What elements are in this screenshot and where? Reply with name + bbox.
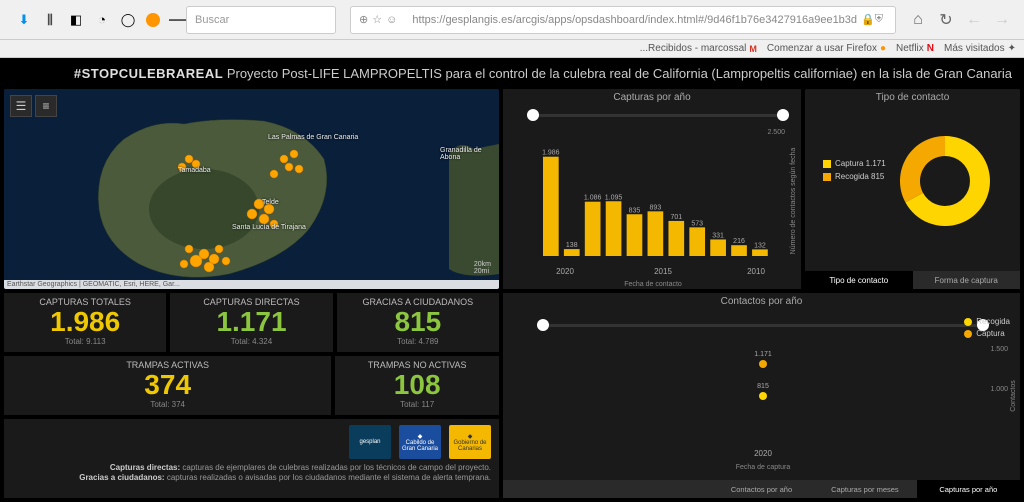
toolbar-extensions: ⬇ ⫼ ◧ ◔ ◯ —	[16, 12, 186, 28]
map-scale: 20km20mi	[474, 261, 491, 275]
donut-chart[interactable]	[805, 106, 1020, 256]
svg-text:2.500: 2.500	[767, 129, 785, 136]
map-attribution: Earthstar Geographics | GEOMATIC, Esri, …	[4, 280, 499, 289]
map-panel[interactable]: Las Palmas de Gran Canaria Tamadaba Teld…	[4, 89, 499, 289]
indicator-trampas-no-activas: TRAMPAS NO ACTIVAS 108 Total: 117	[335, 356, 499, 415]
extension-icon[interactable]	[146, 13, 160, 27]
menu-icon[interactable]: —	[170, 12, 186, 28]
svg-text:132: 132	[754, 242, 766, 249]
tab-forma-captura[interactable]: Forma de captura	[913, 271, 1021, 289]
logo-cabildo: ◆Cabildo de Gran Canaria	[399, 425, 441, 459]
svg-text:1.986: 1.986	[542, 150, 560, 157]
svg-text:Contactos: Contactos	[1010, 380, 1017, 412]
svg-text:2015: 2015	[654, 267, 672, 276]
lock-icon[interactable]: 🔒	[861, 13, 875, 26]
bookmark-firefox[interactable]: ● Comenzar a usar Firefox	[767, 43, 886, 54]
indicator-grid: CAPTURAS TOTALES 1.986 Total: 9.113 CAPT…	[4, 293, 499, 352]
indicator-trampas-activas: TRAMPAS ACTIVAS 374 Total: 374	[4, 356, 331, 415]
dashboard: #STOPCULEBRAREAL Proyecto Post-LIFE LAMP…	[0, 58, 1024, 502]
reload-button[interactable]: ↻	[932, 6, 960, 34]
logo-gesplan: gesplan	[349, 425, 391, 459]
svg-text:701: 701	[670, 214, 682, 221]
logos-panel: gesplan ◆Cabildo de Gran Canaria ◆Gobier…	[4, 419, 499, 498]
map-label: Tamadaba	[178, 167, 211, 174]
svg-text:1.171: 1.171	[754, 351, 772, 358]
map-label: Telde	[262, 199, 279, 206]
dashboard-title: #STOPCULEBRAREAL Proyecto Post-LIFE LAMP…	[4, 62, 1020, 85]
permission-icon[interactable]: ☺	[386, 14, 397, 26]
download-icon[interactable]: ⬇	[16, 12, 32, 28]
indicator-capturas-directas: CAPTURAS DIRECTAS 1.171 Total: 4.324	[170, 293, 332, 352]
svg-text:573: 573	[691, 220, 703, 227]
bookmark-netflix[interactable]: N Netflix	[896, 43, 934, 54]
map-controls: ☰ ≡	[10, 95, 57, 117]
back-button[interactable]: ←	[960, 6, 988, 34]
indicator-capturas-totales: CAPTURAS TOTALES 1.986 Total: 9.113	[4, 293, 166, 352]
svg-text:815: 815	[757, 383, 769, 390]
map-label: Santa Lucía de Tirajana	[232, 224, 306, 231]
desc-gracias: Gracias a ciudadanos: capturas realizada…	[12, 473, 491, 483]
svg-text:2010: 2010	[747, 267, 765, 276]
bookmark-gmail[interactable]: M Recibidos - marcossal...	[640, 43, 757, 54]
shield-icon[interactable]: ⛨	[875, 13, 883, 26]
bar-chart[interactable]: Número de contactos según fecha 2.500 1.…	[503, 106, 801, 291]
svg-text:331: 331	[712, 232, 724, 239]
svg-text:835: 835	[629, 207, 641, 214]
scatter-panel: Contactos por año Recogida Captura 1.500…	[503, 293, 1020, 480]
scatter-title: Contactos por año	[503, 293, 1020, 310]
scatter-chart[interactable]: 1.500 1.000 Contactos 1.171 815 2020 Fec…	[503, 310, 1020, 482]
tab-tipo-contacto[interactable]: Tipo de contacto	[805, 271, 913, 289]
donut-legend: Captura 1.171 Recogida 815	[811, 159, 886, 181]
donut-panel: Tipo de contacto Captura 1.171 Recogida …	[805, 89, 1020, 289]
browser-toolbar: ⬇ ⫼ ◧ ◔ ◯ — Buscar ⊕ ☆ ☺ https://gesplan…	[0, 0, 1024, 40]
svg-text:Fecha de captura: Fecha de captura	[736, 464, 791, 471]
donut-title: Tipo de contacto	[805, 89, 1020, 106]
home-button[interactable]: ⌂	[904, 6, 932, 34]
svg-text:1.500: 1.500	[990, 346, 1008, 353]
indicator-gracias: GRACIAS A CIUDADANOS 815 Total: 4.789	[337, 293, 499, 352]
sidebar-icon[interactable]: ◧	[68, 12, 84, 28]
search-box[interactable]: Buscar	[186, 6, 336, 34]
bookmark-star-icon[interactable]: ☆	[372, 13, 382, 26]
logo-gobierno: ◆Gobierno de Canarias	[449, 425, 491, 459]
search-placeholder: Buscar	[195, 14, 229, 26]
svg-text:216: 216	[733, 238, 745, 245]
svg-text:Fecha de contacto: Fecha de contacto	[624, 281, 682, 288]
forward-button[interactable]: →	[988, 6, 1016, 34]
map-legend-icon[interactable]: ≡	[35, 95, 57, 117]
svg-text:Número de contactos según fech: Número de contactos según fecha	[790, 148, 797, 255]
library-icon[interactable]: ⫼	[42, 12, 58, 28]
map-label: Las Palmas de Gran Canaria	[268, 134, 358, 141]
svg-text:893: 893	[650, 204, 662, 211]
map-layers-icon[interactable]: ☰	[10, 95, 32, 117]
bookmark-bar: ✦ Más visitados N Netflix ● Comenzar a u…	[0, 40, 1024, 58]
reader-icon[interactable]: ⊕	[359, 13, 368, 26]
url-bar[interactable]: ⊕ ☆ ☺ https://gesplangis.es/arcgis/apps/…	[350, 6, 896, 34]
desc-capturas-directas: Capturas directas: capturas de ejemplare…	[12, 463, 491, 473]
svg-text:2020: 2020	[754, 449, 772, 458]
svg-text:2020: 2020	[556, 267, 574, 276]
account-icon[interactable]: ◯	[120, 12, 136, 28]
indicator-grid-2: TRAMPAS ACTIVAS 374 Total: 374 TRAMPAS N…	[4, 356, 499, 415]
map-label: Granadilla de Abona	[440, 147, 499, 161]
svg-text:1.086: 1.086	[584, 195, 602, 202]
bar-chart-panel: Capturas por año Número de contactos seg…	[503, 89, 801, 289]
svg-text:138: 138	[566, 242, 578, 249]
svg-text:1.095: 1.095	[605, 194, 623, 201]
scatter-legend: Recogida Captura	[964, 317, 1010, 341]
url-text: https://gesplangis.es/arcgis/apps/opsdas…	[401, 14, 857, 26]
svg-text:1.000: 1.000	[990, 386, 1008, 393]
pocket-icon[interactable]: ◔	[94, 12, 110, 28]
bar-chart-title: Capturas por año	[503, 89, 801, 106]
bookmark-most-visited[interactable]: ✦ Más visitados	[944, 43, 1016, 54]
